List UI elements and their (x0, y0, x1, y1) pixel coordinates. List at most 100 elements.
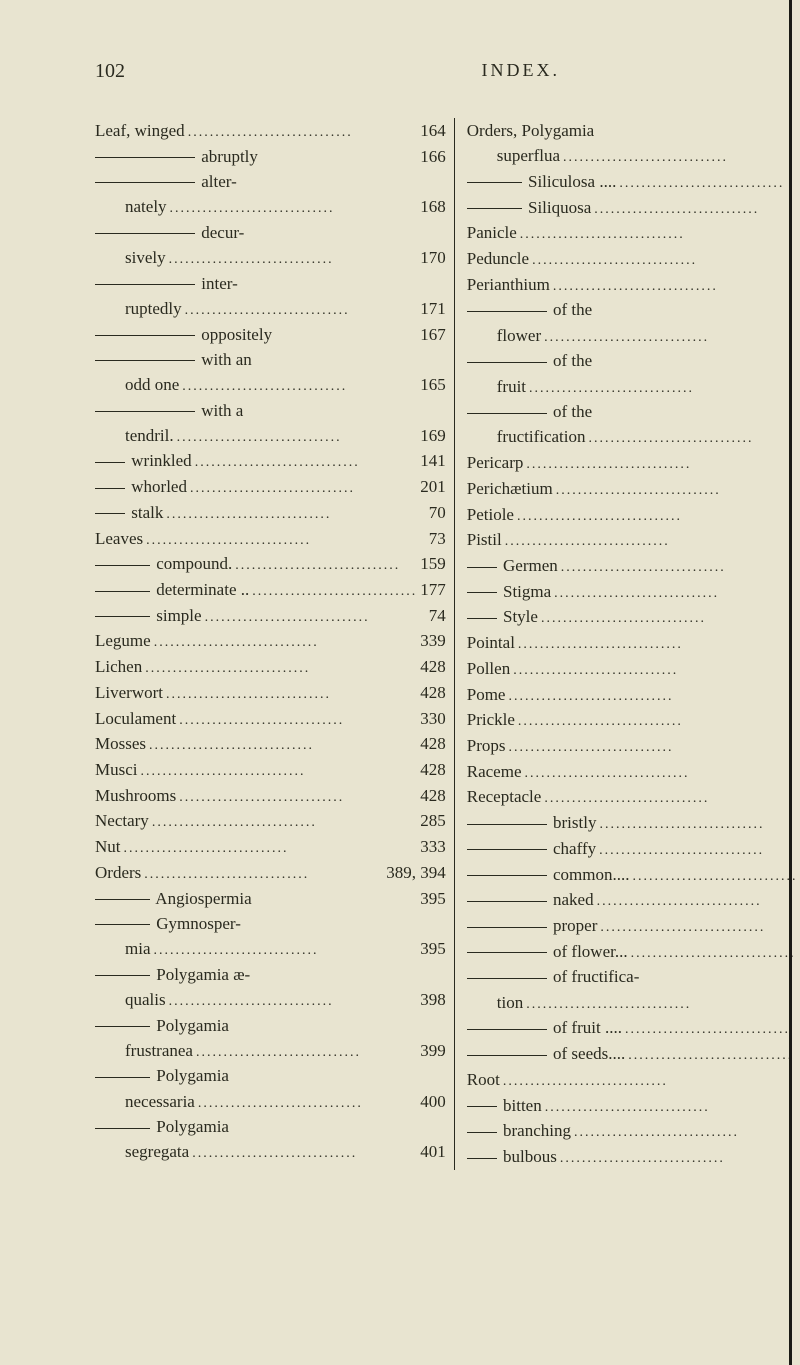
entry-page: 428 (420, 654, 446, 679)
continuation-dash (467, 567, 497, 568)
entry-text: chaffy (467, 836, 596, 861)
entry-text: Pointal (467, 630, 515, 655)
entry-page: 73 (429, 526, 446, 551)
leader-dots (596, 841, 800, 862)
leader-dots (628, 944, 800, 965)
leader-dots (189, 1144, 420, 1165)
entry-text: Polygamia (95, 1114, 229, 1139)
entry-text: Perianthium (467, 272, 550, 297)
leader-dots (586, 429, 800, 450)
entry-text: bristly (467, 810, 597, 835)
leader-dots (500, 1072, 800, 1093)
index-entry: Orders, Polygamia (467, 118, 800, 143)
right-column: Orders, Polygamiasuperflua398 Siliculosa… (455, 118, 800, 1170)
index-entry: Raceme378 (467, 759, 800, 785)
entry-text: ruptedly (125, 296, 182, 321)
continuation-dash (467, 1055, 547, 1056)
index-entry: Siliculosa ....396 (467, 169, 800, 195)
index-entry: stalk70 (95, 500, 446, 526)
leader-dots (151, 941, 421, 962)
leader-dots (143, 531, 429, 552)
entry-text: mia (125, 936, 151, 961)
leader-dots (515, 635, 800, 656)
leader-dots (192, 453, 421, 474)
leader-dots (526, 379, 800, 400)
index-entry: Polygamia (95, 1063, 446, 1088)
entry-page: 74 (429, 603, 446, 628)
leader-dots (517, 225, 800, 246)
index-entry: of the (467, 348, 800, 373)
leader-dots (551, 584, 800, 605)
leader-dots (597, 918, 800, 939)
index-entry: Prickle218 (467, 707, 800, 733)
leader-dots (515, 712, 800, 733)
index-entry: Nectary285 (95, 808, 446, 834)
index-entry: Pointal313 (467, 630, 800, 656)
entry-text: Peduncle (467, 246, 529, 271)
entry-text: Musci (95, 757, 138, 782)
entry-text: naked (467, 887, 594, 912)
entry-page: 201 (420, 474, 446, 499)
leader-dots (176, 788, 420, 809)
entry-page: 428 (420, 783, 446, 808)
entry-text: common.... (467, 862, 630, 887)
index-entry: of fruit ....352 (467, 1015, 800, 1041)
leader-dots (553, 481, 800, 502)
entry-text: of the (467, 348, 592, 373)
index-entry: Loculament330 (95, 706, 446, 732)
index-entry: abruptly166 (95, 144, 446, 169)
entry-page: 141 (420, 448, 446, 473)
entry-text: Polygamia (95, 1063, 229, 1088)
entry-text: Petiole (467, 502, 514, 527)
entry-text: Mosses (95, 731, 146, 756)
continuation-dash (95, 1128, 150, 1129)
index-entry: Polygamia æ- (95, 962, 446, 987)
leader-dots (195, 1094, 420, 1115)
continuation-dash (95, 616, 150, 617)
leader-dots (166, 250, 421, 271)
leader-dots (522, 764, 800, 785)
continuation-dash (95, 182, 195, 183)
index-entry: compound.159 (95, 551, 446, 577)
entry-page: 428 (420, 680, 446, 705)
entry-text: compound. (95, 551, 232, 576)
entry-page: 169 (420, 423, 446, 448)
index-entry: Orders389, 394 (95, 860, 446, 886)
entry-page: 400 (420, 1089, 446, 1114)
index-entry: Stigma316 (467, 579, 800, 605)
index-entry: Musci 428 (95, 757, 446, 783)
entry-page: 428 (420, 757, 446, 782)
entry-text: Root (467, 1067, 500, 1092)
leader-dots (538, 609, 800, 630)
index-entry: frustranea399 (95, 1038, 446, 1064)
entry-text: tion (497, 990, 523, 1015)
entry-text: Germen (467, 553, 558, 578)
index-entry: Perianthium224 (467, 272, 800, 298)
index-entry: qualis398 (95, 987, 446, 1013)
index-entry: Pistil313 (467, 527, 800, 553)
continuation-dash (95, 335, 195, 336)
index-entry: fruit226 (467, 374, 800, 400)
continuation-dash (467, 362, 547, 363)
entry-text: Pome (467, 682, 506, 707)
entry-text: of fruit .... (467, 1015, 622, 1040)
index-entry: common....354 (467, 862, 800, 888)
index-entry: decur- (95, 220, 446, 245)
leader-dots (630, 867, 800, 888)
leader-dots (510, 661, 800, 682)
index-entry: segregata401 (95, 1139, 446, 1165)
index-entry: mia395 (95, 936, 446, 962)
entry-text: Pollen (467, 656, 510, 681)
index-entry: fructification227 (467, 424, 800, 450)
entry-page: 165 (420, 372, 446, 397)
leader-dots (541, 328, 800, 349)
continuation-dash (95, 1026, 150, 1027)
continuation-dash (95, 157, 195, 158)
page-number: 102 (95, 60, 125, 83)
continuation-dash (467, 182, 522, 183)
entry-text: Panicle (467, 220, 517, 245)
entry-text: whorled (95, 474, 187, 499)
entry-text: Pericarp (467, 450, 524, 475)
index-entry: Props214 (467, 733, 800, 759)
leader-dots (529, 251, 800, 272)
